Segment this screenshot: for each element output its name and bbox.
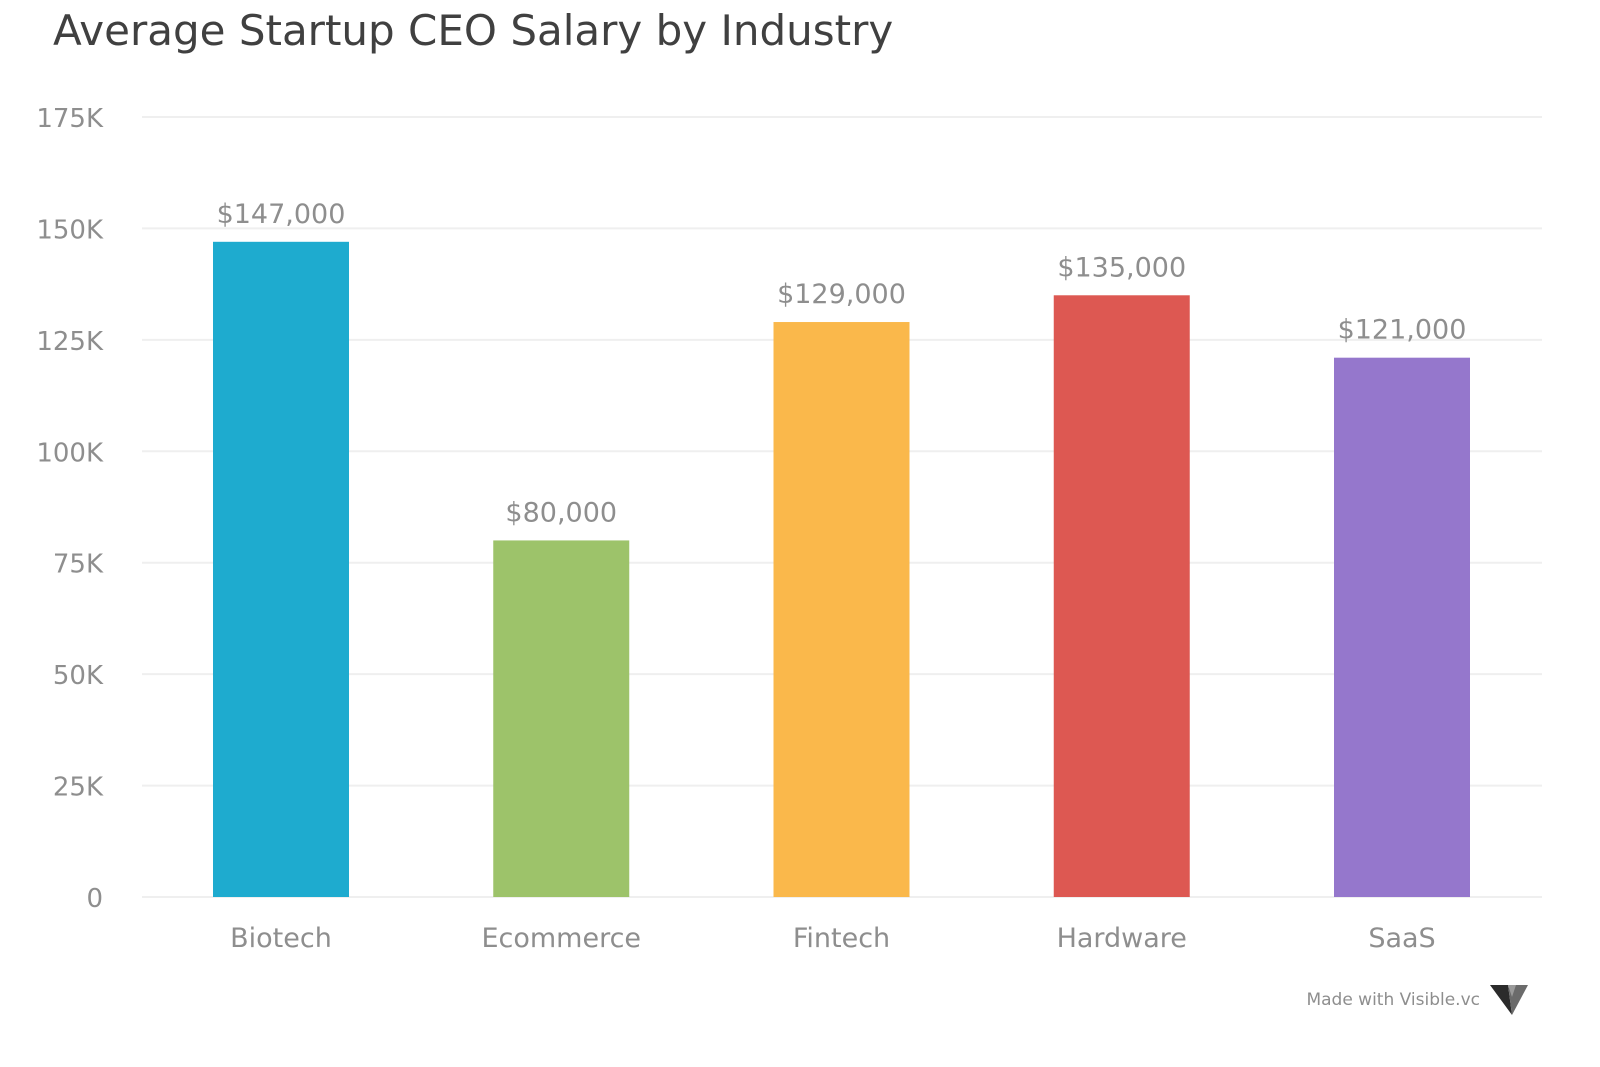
- data-label: $147,000: [217, 199, 346, 230]
- chart-title: Average Startup CEO Salary by Industry: [53, 6, 894, 55]
- data-label: $129,000: [777, 279, 906, 310]
- x-category-label: Ecommerce: [481, 923, 641, 954]
- y-tick-label: 25K: [53, 773, 104, 803]
- data-labels: $147,000 $80,000 $129,000 $135,000 $121,000: [217, 199, 1467, 529]
- y-tick-label: 150K: [36, 215, 104, 245]
- y-tick-label: 50K: [53, 661, 104, 691]
- bar-hardware[interactable]: [1053, 295, 1190, 897]
- x-category-label: Hardware: [1057, 923, 1187, 954]
- y-tick-label: 175K: [36, 104, 104, 134]
- y-tick-label: 125K: [36, 327, 104, 357]
- bars: [213, 241, 1470, 898]
- x-axis-category-labels: Biotech Ecommerce Fintech Hardware SaaS: [230, 923, 1436, 954]
- bar-saas[interactable]: [1334, 357, 1470, 898]
- y-axis-tick-labels: 0 25K 50K 75K 100K 125K 150K 175K: [36, 104, 104, 914]
- data-label: $80,000: [505, 497, 617, 528]
- visible-logo-icon: [1490, 985, 1528, 1015]
- footer-credit[interactable]: Made with Visible.vc: [1306, 990, 1480, 1010]
- data-label: $135,000: [1057, 252, 1186, 283]
- bar-ecommerce[interactable]: [493, 540, 630, 897]
- bar-chart: 0 25K 50K 75K 100K 125K 150K 175K $147,000 $80,0…: [36, 104, 1542, 954]
- x-category-label: SaaS: [1368, 923, 1435, 954]
- y-tick-label: 0: [86, 884, 103, 914]
- x-category-label: Fintech: [793, 923, 890, 954]
- y-tick-label: 100K: [36, 438, 104, 468]
- data-label: $121,000: [1338, 315, 1467, 346]
- footer: Made with Visible.vc: [1306, 983, 1530, 1017]
- bar-fintech[interactable]: [773, 322, 910, 897]
- x-category-label: Biotech: [230, 923, 332, 954]
- y-tick-label: 75K: [53, 550, 104, 580]
- bar-biotech[interactable]: [213, 241, 349, 898]
